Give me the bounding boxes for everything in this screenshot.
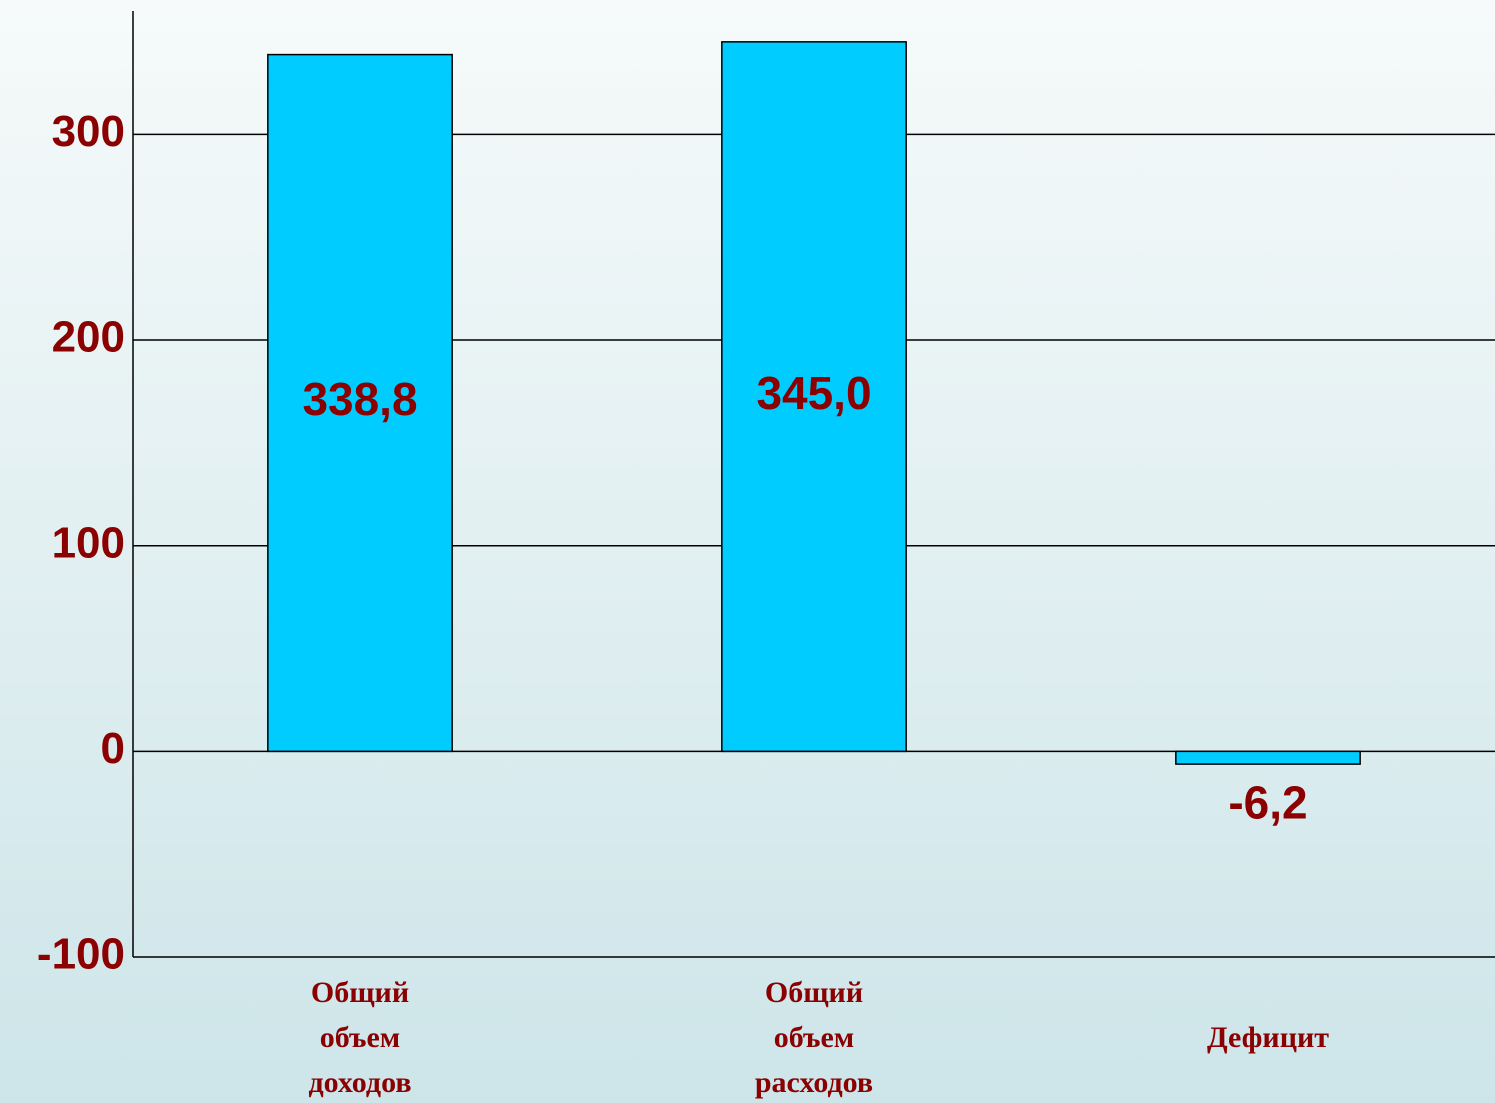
y-tick-label: 0 bbox=[101, 724, 125, 773]
bar bbox=[1175, 750, 1361, 765]
x-tick-label-line: Дефицит bbox=[1207, 1021, 1329, 1054]
x-tick-label-line: Общий bbox=[311, 976, 409, 1009]
y-tick-label: 100 bbox=[52, 518, 125, 567]
x-tick-label-line: расходов bbox=[755, 1066, 873, 1099]
x-tick-label-line: Общий bbox=[765, 976, 863, 1009]
y-tick-label: -100 bbox=[37, 930, 125, 979]
y-tick-label: 300 bbox=[52, 107, 125, 156]
x-tick-label: Дефицит bbox=[1207, 1021, 1329, 1054]
x-tick-label-line: объем bbox=[774, 1021, 855, 1054]
y-tick-label: 200 bbox=[52, 313, 125, 362]
data-label: 338,8 bbox=[302, 373, 417, 425]
x-tick-label: Общий объем доходов bbox=[308, 976, 411, 1099]
data-label: -6,2 bbox=[1228, 776, 1307, 828]
bar bbox=[267, 53, 453, 753]
bar bbox=[721, 41, 907, 753]
x-tick-label: Общий объем расходов bbox=[755, 976, 873, 1099]
x-tick-label-line: доходов bbox=[308, 1066, 411, 1099]
data-label: 345,0 bbox=[756, 367, 871, 419]
x-tick-label-line: объем bbox=[320, 1021, 401, 1054]
